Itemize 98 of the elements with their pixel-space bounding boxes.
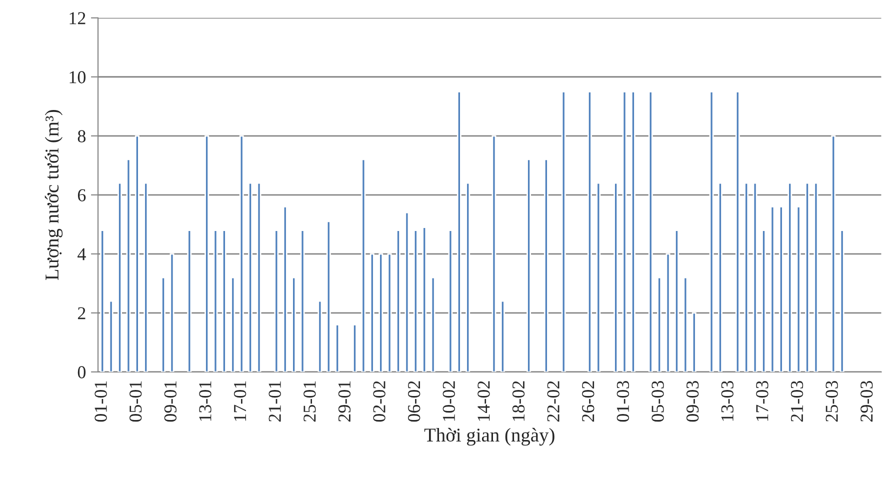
x-tick-label: 26-02 bbox=[582, 381, 594, 422]
y-tick-label: 2 bbox=[78, 307, 86, 320]
bar bbox=[762, 230, 766, 372]
bar bbox=[770, 206, 775, 372]
bar bbox=[614, 182, 618, 372]
bar bbox=[170, 253, 174, 372]
y-tick-label: 0 bbox=[78, 366, 86, 378]
bar bbox=[778, 206, 784, 372]
bar bbox=[500, 300, 505, 372]
x-tick-label: 29-01 bbox=[338, 381, 351, 422]
bar bbox=[744, 182, 749, 372]
bar bbox=[204, 135, 210, 372]
bar bbox=[805, 182, 810, 372]
x-axis-title: Thời gian (ngày) bbox=[424, 428, 554, 446]
bar bbox=[692, 312, 696, 372]
x-tick-label: 21-01 bbox=[268, 381, 281, 422]
bar bbox=[788, 182, 792, 372]
bar bbox=[735, 90, 740, 372]
bar bbox=[134, 135, 140, 372]
bar bbox=[422, 226, 427, 372]
bar bbox=[831, 135, 836, 372]
x-tick-label: 09-01 bbox=[164, 381, 177, 422]
y-axis-title: Lượng nước tưới (m³) bbox=[44, 110, 63, 280]
bar bbox=[596, 182, 601, 372]
x-tick-label: 01-01 bbox=[94, 381, 107, 422]
bar bbox=[352, 324, 357, 372]
bar bbox=[526, 158, 531, 372]
bar bbox=[318, 300, 322, 372]
x-tick-label: 22-02 bbox=[547, 381, 560, 422]
bar bbox=[396, 230, 400, 372]
bar bbox=[144, 182, 148, 372]
bar bbox=[118, 182, 122, 372]
bar bbox=[683, 276, 688, 372]
bar bbox=[230, 276, 236, 372]
x-tick-label: 10-02 bbox=[442, 381, 455, 421]
bar bbox=[413, 230, 418, 372]
x-tick-label: 05-03 bbox=[652, 380, 664, 422]
bar bbox=[222, 230, 226, 372]
bar bbox=[213, 230, 218, 372]
bar bbox=[282, 206, 288, 372]
x-tick-label: 13-01 bbox=[199, 381, 212, 421]
x-tick-label: 29-03 bbox=[860, 380, 873, 422]
x-tick-label: 18-02 bbox=[512, 381, 525, 421]
bar bbox=[561, 90, 566, 372]
bar bbox=[466, 182, 470, 372]
y-tick-label: 8 bbox=[78, 130, 86, 142]
bar bbox=[404, 212, 410, 372]
bar bbox=[448, 230, 453, 372]
bar bbox=[248, 182, 253, 372]
bar bbox=[161, 276, 166, 372]
bar bbox=[300, 230, 305, 372]
bar bbox=[326, 220, 331, 372]
bar bbox=[674, 230, 679, 372]
bar bbox=[492, 135, 496, 372]
x-tick-label: 17-01 bbox=[234, 381, 246, 421]
bar bbox=[666, 253, 670, 372]
bar bbox=[430, 276, 436, 372]
x-tick-label: 25-01 bbox=[304, 381, 316, 422]
bar bbox=[187, 230, 192, 372]
bar bbox=[274, 230, 279, 372]
bar bbox=[622, 90, 627, 372]
x-tick-label: 25-03 bbox=[826, 380, 838, 422]
bar bbox=[544, 158, 548, 372]
bar bbox=[814, 182, 818, 372]
bar bbox=[126, 158, 131, 372]
bar bbox=[256, 182, 262, 372]
x-tick-label: 13-03 bbox=[721, 380, 734, 421]
bar bbox=[378, 253, 384, 372]
bar bbox=[370, 253, 374, 372]
y-tick-label: 4 bbox=[78, 248, 86, 260]
y-tick-label: 6 bbox=[78, 189, 86, 202]
bar bbox=[108, 300, 114, 372]
bar bbox=[657, 276, 662, 372]
bar bbox=[335, 324, 340, 372]
bar bbox=[100, 230, 105, 372]
x-tick-label: 06-02 bbox=[408, 381, 420, 422]
x-tick-label: 09-03 bbox=[686, 380, 699, 422]
y-tick-label: 12 bbox=[70, 12, 86, 24]
x-tick-label: 21-03 bbox=[790, 380, 804, 422]
bar bbox=[630, 90, 636, 372]
bar bbox=[840, 230, 844, 372]
bar bbox=[709, 90, 714, 372]
bar bbox=[292, 276, 296, 372]
bar bbox=[239, 135, 244, 372]
y-tick-label: 10 bbox=[70, 71, 86, 84]
bar bbox=[587, 90, 592, 372]
bar bbox=[361, 158, 366, 372]
bar bbox=[796, 206, 801, 372]
x-tick-label: 17-03 bbox=[756, 380, 768, 421]
bar bbox=[718, 182, 722, 372]
x-tick-label: 02-02 bbox=[373, 381, 386, 422]
x-tick-label: 14-02 bbox=[478, 381, 490, 421]
bar bbox=[456, 90, 462, 372]
bar bbox=[648, 90, 653, 372]
x-tick-label: 01-03 bbox=[616, 380, 630, 422]
bar bbox=[387, 253, 392, 372]
x-tick-label: 05-01 bbox=[130, 381, 142, 422]
bar bbox=[752, 182, 758, 372]
